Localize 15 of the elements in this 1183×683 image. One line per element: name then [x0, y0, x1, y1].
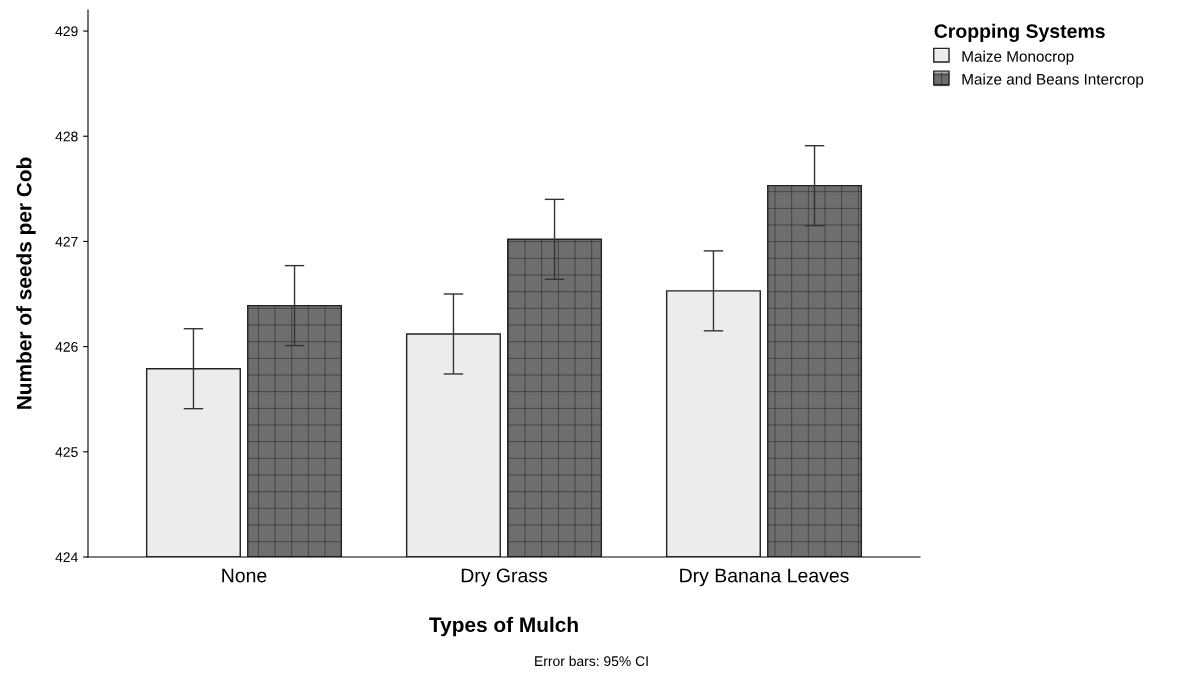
y-axis-title: Number of seeds per Cob — [16, 157, 36, 409]
y-tick-label: 426 — [55, 341, 78, 352]
y-tick-label: 425 — [55, 447, 78, 457]
y-tick-label: 424 — [55, 552, 78, 563]
x-tick-label: None — [222, 568, 267, 583]
x-tick-label: Dry Banana Leaves — [680, 568, 849, 587]
x-tick-label: Dry Grass — [461, 568, 548, 587]
legend-label: Maize Monocrop — [962, 50, 1074, 65]
legend-title: Cropping Systems — [934, 23, 1105, 42]
y-tick-label: 429 — [55, 26, 78, 37]
legend-label: Maize and Beans Intercrop — [962, 73, 1144, 88]
x-axis-title: Types of Mulch — [429, 616, 578, 637]
y-tick-label: 428 — [55, 131, 78, 142]
y-tick-label: 427 — [55, 236, 78, 247]
text: Error bars: 95% CI — [535, 655, 648, 667]
